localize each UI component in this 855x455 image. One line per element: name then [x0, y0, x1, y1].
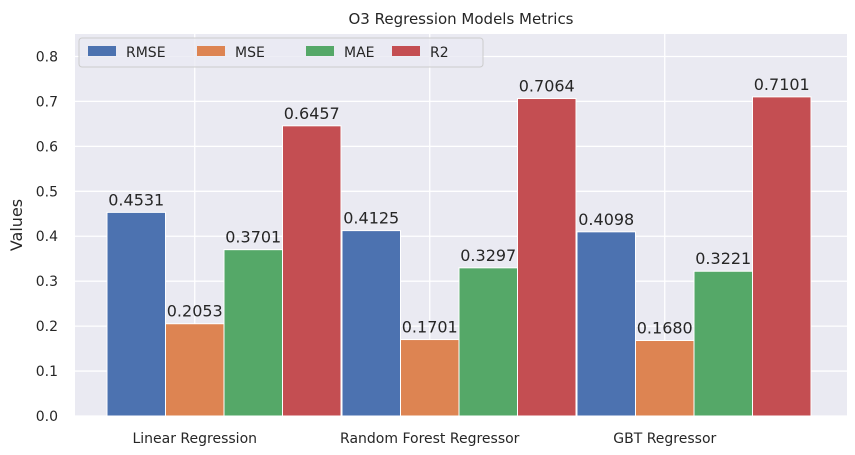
x-axis-ticks: Linear Regression Random Forest Regressor… — [132, 431, 716, 447]
legend-frame — [78, 37, 484, 68]
legend-label: RMSE — [126, 45, 166, 61]
bar-mse — [635, 339, 695, 417]
legend-swatch-mse — [197, 46, 225, 56]
y-tick-label: 0.2 — [36, 319, 58, 335]
x-tick-label: Linear Regression — [132, 431, 257, 447]
bar-value-label: 0.7101 — [754, 75, 810, 94]
bar-value-label: 0.4125 — [343, 209, 399, 228]
y-tick-label: 0.4 — [36, 229, 58, 245]
y-tick-label: 0.3 — [36, 274, 58, 290]
y-tick-label: 0.7 — [36, 94, 58, 110]
bar-value-label: 0.4531 — [108, 190, 164, 209]
bar-labels: 0.4531 0.4125 0.4098 0.2053 0.1701 0.1680 0.37… — [108, 75, 809, 338]
bar-value-label: 0.4098 — [578, 210, 634, 229]
chart-title: O3 Regression Models Metrics — [349, 10, 574, 28]
bar-rmse — [341, 230, 401, 417]
bar-mae — [693, 270, 753, 417]
legend-label: MSE — [235, 45, 265, 61]
bar-value-label: 0.1701 — [402, 318, 458, 337]
bar-value-label: 0.6457 — [284, 104, 340, 123]
y-tick-label: 0.5 — [36, 184, 58, 200]
bar-mae — [223, 249, 283, 417]
bar-mse — [400, 339, 460, 417]
legend-swatch-r2 — [392, 46, 420, 56]
legend: RMSE MSE MAE R2 — [78, 37, 484, 68]
bar-value-label: 0.7064 — [519, 77, 575, 96]
y-tick-label: 0.1 — [36, 364, 58, 380]
y-tick-label: 0.0 — [36, 409, 58, 425]
legend-swatch-rmse — [88, 46, 116, 56]
legend-swatch-mae — [306, 46, 334, 56]
bar-value-label: 0.3221 — [695, 249, 751, 268]
legend-label: MAE — [344, 45, 375, 61]
bar-value-label: 0.1680 — [637, 318, 693, 337]
bar-r2 — [282, 125, 342, 417]
bar-mse — [165, 323, 225, 417]
bar-r2 — [517, 98, 577, 417]
bar-mae — [458, 267, 518, 417]
x-tick-label: Random Forest Regressor — [340, 431, 520, 447]
y-axis-ticks: 0.0 0.1 0.2 0.3 0.4 0.5 0.6 0.7 0.8 — [36, 49, 58, 425]
bar-rmse — [106, 211, 166, 417]
bar-rmse — [576, 231, 636, 417]
bars — [106, 96, 812, 417]
bar-value-label: 0.3297 — [460, 246, 516, 265]
y-tick-label: 0.6 — [36, 139, 58, 155]
bar-r2 — [752, 96, 812, 417]
bar-value-label: 0.3701 — [225, 228, 281, 247]
legend-label: R2 — [430, 45, 449, 61]
y-tick-label: 0.8 — [36, 49, 58, 65]
bar-value-label: 0.2053 — [167, 302, 223, 321]
x-tick-label: GBT Regressor — [613, 431, 716, 447]
y-axis-label: Values — [7, 199, 26, 251]
